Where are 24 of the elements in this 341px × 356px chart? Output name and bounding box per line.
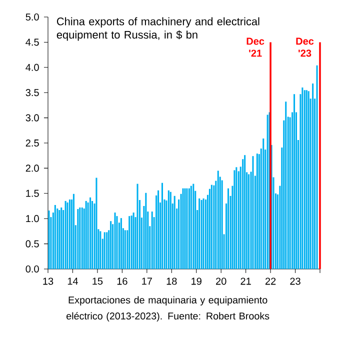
- y-tick-label: 5.0: [26, 13, 39, 21]
- x-tick-label: 21: [240, 278, 251, 285]
- y-tick-label: 1.5: [26, 190, 39, 197]
- x-tick-label: 20: [216, 278, 226, 285]
- x-tick-label: 13: [43, 278, 54, 285]
- y-tick-label: 4.5: [26, 38, 39, 46]
- ref-line-label: Dec '23: [296, 38, 314, 57]
- x-tick-label: 14: [68, 278, 78, 285]
- y-tick-label: 3.5: [26, 89, 39, 96]
- x-tick-label: 15: [92, 278, 103, 285]
- x-tick-label: 18: [166, 278, 177, 285]
- x-tick-label: 17: [142, 278, 152, 285]
- x-tick-label: 23: [290, 278, 300, 285]
- x-tick-label: 22: [265, 278, 276, 285]
- y-tick-label: 4.0: [26, 64, 39, 71]
- y-tick-label: 0.0: [26, 265, 39, 273]
- y-tick-label: 2.0: [26, 164, 39, 172]
- text: Exportaciones de maquinaria y equipamiento eléctrico (2013-2023). Fuente: Robert Brooks: [66, 296, 270, 322]
- y-tick-label: 1.0: [26, 215, 39, 222]
- y-tick-label: 0.5: [26, 240, 39, 248]
- y-tick-label: 2.5: [26, 139, 39, 147]
- y-tick-label: 3.0: [26, 114, 39, 122]
- x-tick-label: 16: [117, 278, 128, 285]
- x-tick-label: 19: [192, 278, 202, 285]
